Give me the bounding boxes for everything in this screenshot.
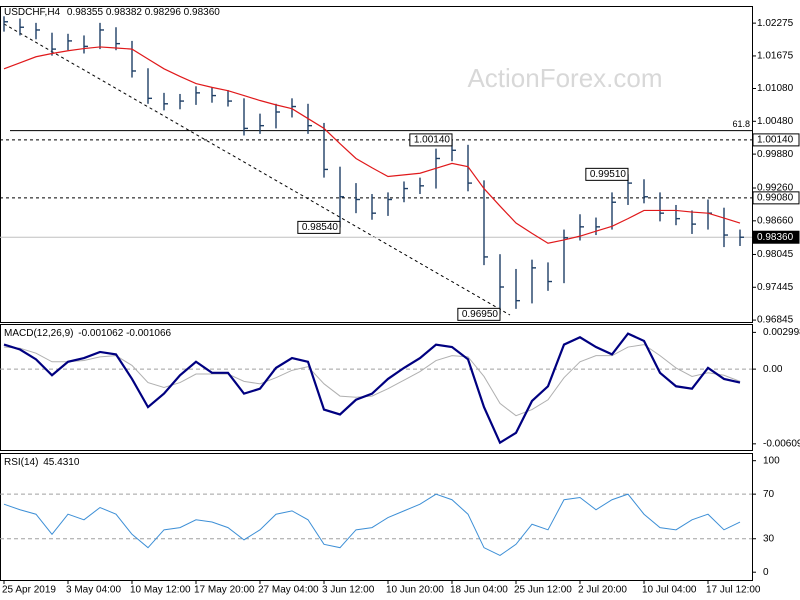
- rsi-header: RSI(14) 45.4310: [4, 457, 80, 468]
- macd-header: MACD(12,26,9) -0.001062 -0.001066: [4, 328, 172, 339]
- x-tick-label: 27 May 04:00: [258, 585, 319, 596]
- y-tick-label: 0.98045: [757, 249, 794, 260]
- x-tick-label: 25 Apr 2019: [2, 585, 56, 596]
- chart-header: USDCHF,H4 0.98355 0.98382 0.98296 0.9836…: [4, 7, 220, 18]
- callout-label: 1.00140: [414, 135, 451, 146]
- x-tick-label: 10 Jun 20:00: [386, 585, 444, 596]
- rsi-panel: [0, 453, 753, 581]
- callout-label: 0.98540: [302, 222, 339, 233]
- y-tick-label: 1.01675: [757, 51, 794, 62]
- y-tick-label: 0.98660: [757, 215, 794, 226]
- trend-line: [3, 23, 511, 316]
- price-line-label: 1.00140: [757, 135, 794, 146]
- x-tick-label: 10 Jul 04:00: [642, 585, 697, 596]
- x-tick-label: 2 Jul 20:00: [578, 585, 627, 596]
- indicator-line: [3, 344, 741, 417]
- y-tick-label: 0.99260: [757, 183, 794, 194]
- x-tick-label: 18 Jun 04:00: [450, 585, 508, 596]
- y-tick-label: 100: [763, 455, 780, 466]
- x-tick-label: 17 May 20:00: [194, 585, 255, 596]
- callout-box: [585, 167, 629, 181]
- y-tick-label: 0.96845: [757, 315, 794, 326]
- symbol: USDCHF,H4: [4, 7, 61, 18]
- watermark: ActionForex.com: [467, 63, 662, 93]
- callout: 1.00140: [409, 133, 453, 147]
- price-line-label: 0.98360: [757, 232, 794, 243]
- x-tick-label: 10 May 12:00: [130, 585, 191, 596]
- macd-readout: -0.001062 -0.001066: [78, 328, 171, 339]
- y-tick-label: 1.02275: [757, 18, 794, 29]
- price-line-box: [752, 230, 800, 244]
- x-tick-label: 3 May 04:00: [66, 585, 121, 596]
- macd-title: MACD(12,26,9): [4, 328, 73, 339]
- callout-label: 0.96950: [462, 309, 499, 320]
- callout: 0.96950: [457, 307, 501, 321]
- price-panel: [0, 6, 753, 323]
- y-tick-label: -0.006097: [763, 438, 800, 449]
- y-tick-label: 30: [763, 533, 775, 544]
- fib-label: 61.8: [732, 119, 750, 129]
- indicator-line: [3, 332, 741, 445]
- macd-panel: [0, 324, 753, 451]
- y-tick-label: 70: [763, 489, 775, 500]
- price-line-box: [752, 191, 800, 205]
- y-tick-label: 1.01080: [757, 83, 794, 94]
- x-tick-label: 17 Jul 12:00: [706, 585, 761, 596]
- indicator-line: [3, 493, 741, 557]
- price-line-box: [752, 133, 800, 147]
- quote: 0.98355 0.98382 0.98296 0.98360: [67, 7, 220, 18]
- y-tick-label: 0.00: [763, 364, 783, 375]
- callout-label: 0.99510: [590, 169, 627, 180]
- y-tick-label: 1.00480: [757, 116, 794, 127]
- y-tick-label: 0: [763, 567, 769, 578]
- x-tick-label: 3 Jun 12:00: [322, 585, 375, 596]
- moving-average: [3, 46, 741, 244]
- price-line-label: 0.99080: [757, 193, 794, 204]
- callout-box: [457, 307, 501, 321]
- y-tick-label: 0.002998: [763, 327, 800, 338]
- y-tick-label: 0.99880: [757, 149, 794, 160]
- callout: 0.99510: [585, 167, 629, 181]
- rsi-readout: 45.4310: [43, 457, 80, 468]
- rsi-title: RSI(14): [4, 457, 38, 468]
- callout-box: [409, 133, 453, 147]
- x-tick-label: 25 Jun 12:00: [514, 585, 572, 596]
- y-tick-label: 0.97445: [757, 282, 794, 293]
- callout: 0.98540: [297, 220, 341, 234]
- callout-box: [297, 220, 341, 234]
